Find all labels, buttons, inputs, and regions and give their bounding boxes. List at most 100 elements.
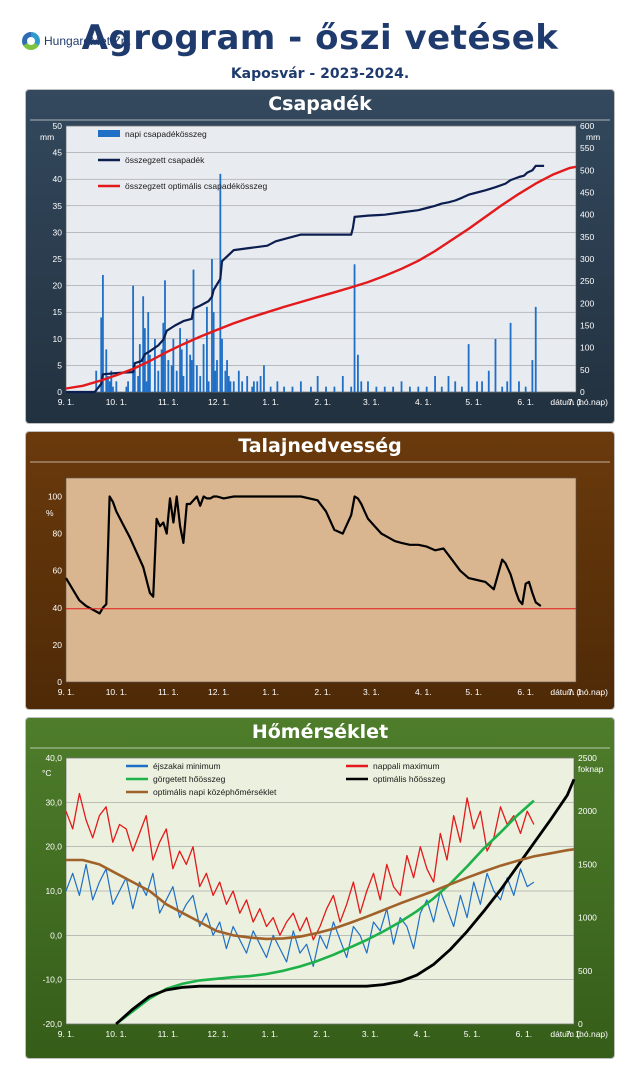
bar [232,381,235,392]
series-line [66,848,575,941]
bar [192,269,195,392]
bar [148,354,151,392]
y-axis-right-label: foknap [578,764,604,774]
bar [476,381,478,392]
bar [367,381,369,392]
bar [252,381,255,392]
bar [107,376,109,392]
series-line [65,863,535,967]
bar [170,365,173,392]
precipitation-panel: Csapadék 0 5 10 15 20 25 30 35 40 45 50 0 50 100 150 200… [26,90,614,423]
x-tick-label: 2. 1. [313,1029,330,1039]
y-tick-left-label: 40,0 [45,753,62,763]
y-axis-left-label: °C [42,768,52,778]
bar [316,376,319,392]
y-tick-right-label: 1000 [578,913,597,923]
bar [400,381,403,392]
bar [160,349,163,392]
chart-title: Hőmérséklet [252,721,388,743]
bar [127,381,129,392]
bar [143,328,146,392]
x-axis-label: dátum (hó.nap) [550,1029,608,1039]
x-tick-label: 3. 1. [363,397,380,407]
bar [185,338,188,392]
bar [167,360,170,392]
bar [212,312,215,392]
y-tick-left-label: 45 [53,148,63,158]
y-tick-right-label: 50 [580,365,590,375]
bar [157,370,160,392]
bar [259,376,262,392]
temperature-panel: Hőmérséklet -20,0 -10,0 0,0 10,0 20,0 30,0 40,0… [26,718,614,1058]
bar [383,386,386,392]
y-tick-right-label: 100 [580,343,594,353]
bar [283,386,285,392]
bar [219,173,222,392]
bar [115,381,118,392]
y-tick-right-label: 300 [580,254,594,264]
y-tick-left-label: 40 [53,603,63,613]
x-tick-label: 12. 1. [208,687,229,697]
bar [207,381,210,392]
x-tick-label: 4. 1. [414,1029,431,1039]
bar [229,381,232,392]
bar [172,338,175,392]
y-tick-left-label: 20 [53,281,63,291]
y-tick-left-label: 20 [53,640,63,650]
bar [425,386,428,392]
x-tick-label: 5. 1. [465,687,482,697]
bar [467,344,470,392]
bar [461,386,463,392]
x-tick-label: 9. 1. [58,687,75,697]
bar [180,349,183,392]
y-axis-left-label: mm [40,132,54,142]
bar [341,376,344,392]
x-tick-label: 3. 1. [362,1029,379,1039]
x-tick-label: 11. 1. [158,687,179,697]
bar [481,381,483,392]
bar [154,338,156,392]
y-tick-left-label: 15 [53,307,63,317]
y-tick-right-label: 350 [580,232,594,242]
bar [216,360,218,392]
bar [211,259,213,392]
x-tick-label: 10. 1. [106,397,127,407]
chart-title: Talajnedvesség [238,435,402,457]
y-tick-right-label: 500 [578,966,592,976]
x-tick-label: 4. 1. [415,397,432,407]
x-axis-label: dátum (hó.nap) [550,687,608,697]
bar [237,370,240,392]
y-tick-right-label: 550 [580,143,594,153]
bar [269,386,272,392]
bar [447,376,450,392]
y-tick-right-label: 400 [580,210,594,220]
y-tick-left-label: 35 [53,201,63,211]
bar [195,365,198,392]
y-tick-right-label: 2500 [578,753,597,763]
y-tick-right-label: 0 [580,387,585,397]
bar [534,306,537,392]
bar [133,365,136,392]
legend-label: éjszakai minimum [153,761,221,771]
bar [175,370,178,392]
bar [100,317,103,392]
x-tick-label: 7. 1. [568,397,585,407]
bar [214,370,217,392]
bar [221,338,223,392]
x-tick-label: 11. 1. [158,1029,179,1039]
x-tick-label: 5. 1. [465,397,482,407]
legend-label: összegzett csapadék [125,155,205,165]
x-tick-label: 6. 1. [517,397,534,407]
y-tick-left-label: -10,0 [43,975,63,985]
bar [179,328,181,392]
series-line [115,778,576,1026]
series-line [65,792,535,941]
bar [105,349,108,392]
x-tick-label: 1. 1. [262,687,279,697]
bar [145,381,148,392]
x-tick-label: 2. 1. [314,687,331,697]
y-axis-left-label: % [46,508,54,518]
bar [137,376,140,392]
bar [325,386,327,392]
bar [375,386,378,392]
